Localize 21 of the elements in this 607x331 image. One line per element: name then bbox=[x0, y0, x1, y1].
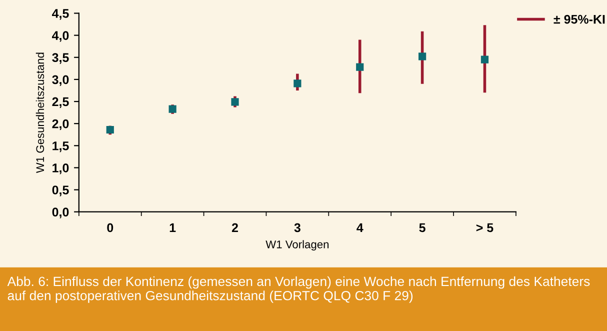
x-axis-title: W1 Vorlagen bbox=[266, 240, 329, 251]
y-tick-label: 0,5 bbox=[52, 186, 69, 196]
x-tick-label: 0 bbox=[107, 223, 114, 232]
y-tick-label: 4,5 bbox=[52, 9, 69, 20]
caption: Abb. 6: Einfluss der Kontinenz (gemessen an Vorlagen) eine Woche nach Entfernung des Katheters auf den postoperativen Gesundheitszustand (EORTC QLQ C30 F 29) bbox=[7, 276, 590, 303]
x-tick-label: 1 bbox=[170, 223, 176, 232]
y-tick-label: 3,0 bbox=[52, 75, 69, 86]
y-tick-label: 0,0 bbox=[52, 208, 69, 218]
text: ± 95%-KI bbox=[554, 14, 605, 24]
y-tick-label: 2,0 bbox=[52, 119, 69, 130]
y-axis-title: W1 Gesundheitszustand bbox=[36, 52, 44, 174]
x-tick-label: 5 bbox=[419, 223, 426, 232]
y-tick-label: 1,0 bbox=[52, 164, 69, 174]
y-tick-label: 4,0 bbox=[52, 31, 69, 42]
x-tick-label: 4 bbox=[356, 223, 364, 232]
y-tick-label: 1,5 bbox=[52, 142, 69, 152]
y-tick-label: 2,5 bbox=[52, 97, 69, 108]
x-tick-label: 2 bbox=[232, 223, 238, 232]
y-tick-label: 3,5 bbox=[52, 53, 69, 64]
x-tick-label: 3 bbox=[294, 223, 300, 232]
x-tick-label: > 5 bbox=[476, 223, 494, 232]
